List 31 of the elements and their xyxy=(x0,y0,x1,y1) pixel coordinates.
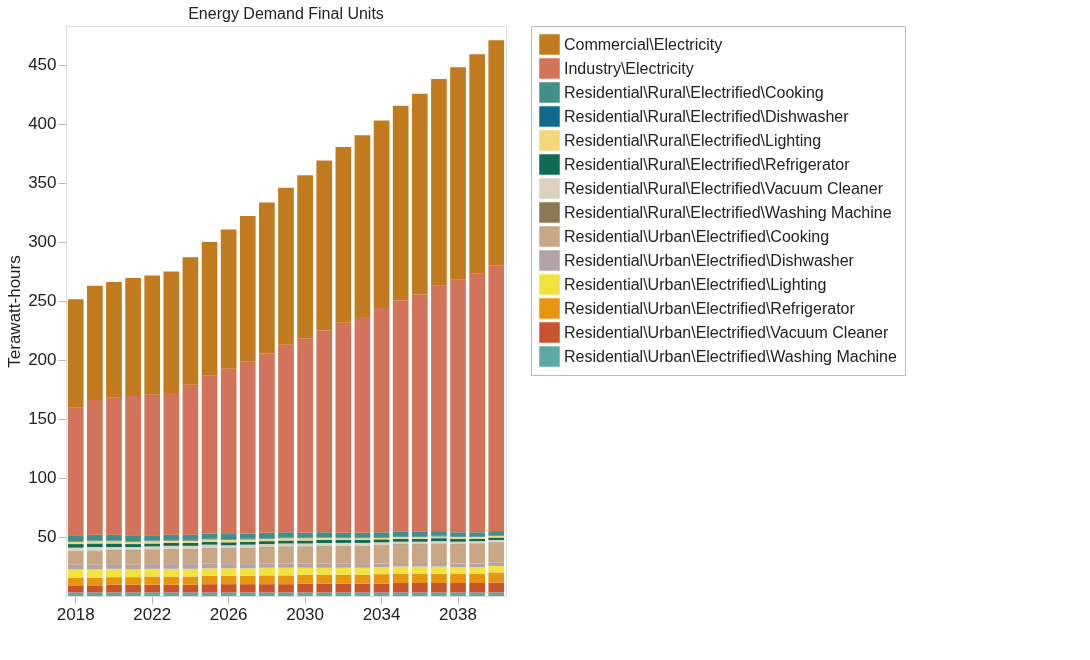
y-tick-label: 350 xyxy=(28,173,57,193)
legend-label: Residential\Urban\Electrified\Refrigerator xyxy=(564,299,856,317)
x-tick-label: 2030 xyxy=(286,604,325,624)
legend-label: Residential\Rural\Electrified\Vacuum Cleaner xyxy=(564,179,884,197)
y-tick-label: 100 xyxy=(28,468,57,488)
y-tick-label: 200 xyxy=(28,350,57,370)
legend-label: Residential\Urban\Electrified\Lighting xyxy=(564,275,827,293)
y-tick-label: 250 xyxy=(28,291,57,311)
legend-label: Residential\Urban\Electrified\Vacuum Cleaner xyxy=(564,323,889,341)
legend-label: Residential\Rural\Electrified\Dishwasher xyxy=(564,107,850,125)
legend-label: Residential\Urban\Electrified\Dishwasher xyxy=(564,251,855,269)
x-tick-label: 2022 xyxy=(133,604,172,624)
y-tick-label: 150 xyxy=(28,409,57,429)
legend-label: Residential\Rural\Electrified\Lighting xyxy=(564,131,822,149)
y-tick-label: 400 xyxy=(28,114,57,134)
legend-label: Residential\Rural\Electrified\Cooking xyxy=(564,83,824,101)
x-tick-label: 2034 xyxy=(362,604,401,624)
legend-label: Residential\Rural\Electrified\Washing Machine xyxy=(564,203,892,221)
legend-label: Residential\Urban\Electrified\Cooking xyxy=(564,227,830,245)
x-tick-label: 2018 xyxy=(56,604,95,624)
legend-label: Residential\Rural\Electrified\Refrigerator xyxy=(564,155,851,173)
legend-label: Industry\Electricity xyxy=(564,59,694,77)
y-tick-label: 300 xyxy=(28,232,57,252)
x-tick-label: 2026 xyxy=(209,604,248,624)
y-tick-label: 50 xyxy=(37,527,57,547)
y-axis-title: Terawatt-hours xyxy=(5,255,25,368)
y-tick-label: 450 xyxy=(28,55,57,75)
x-tick-label: 2038 xyxy=(439,604,477,624)
chart-title: Energy Demand Final Units xyxy=(188,4,384,22)
legend-label: Commercial\Electricity xyxy=(564,35,723,53)
legend-label: Residential\Urban\Electrified\Washing Machine xyxy=(564,347,897,365)
